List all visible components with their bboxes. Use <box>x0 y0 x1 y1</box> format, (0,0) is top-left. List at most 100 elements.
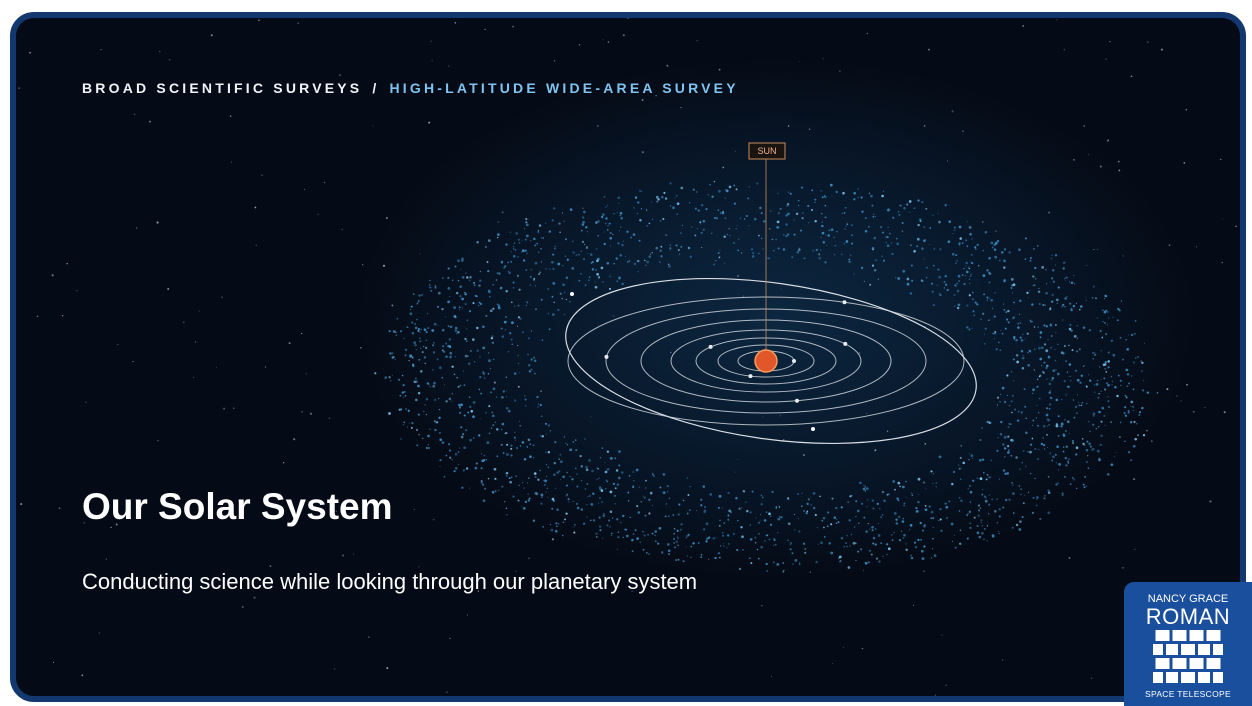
belt-particle <box>939 293 941 295</box>
belt-particle <box>1011 400 1013 402</box>
belt-particle <box>632 550 634 552</box>
belt-particle <box>1069 303 1071 305</box>
belt-particle <box>896 522 899 525</box>
belt-particle <box>892 217 894 219</box>
belt-particle <box>980 439 982 441</box>
belt-particle <box>608 520 610 522</box>
star <box>1176 395 1177 396</box>
belt-particle <box>719 495 722 498</box>
belt-particle <box>612 234 613 235</box>
belt-particle <box>432 385 435 388</box>
belt-particle <box>1051 335 1053 337</box>
belt-particle <box>436 421 438 423</box>
belt-particle <box>794 529 795 530</box>
star <box>1193 411 1195 413</box>
belt-particle <box>464 292 465 293</box>
belt-particle <box>546 464 547 465</box>
belt-particle <box>528 364 530 366</box>
belt-particle <box>1124 406 1126 408</box>
belt-particle <box>1051 460 1053 462</box>
belt-particle <box>834 516 837 519</box>
belt-particle <box>1104 415 1105 416</box>
star <box>642 151 644 153</box>
belt-particle <box>583 258 585 260</box>
belt-particle <box>1023 502 1025 504</box>
belt-particle <box>1098 426 1100 428</box>
belt-particle <box>1022 334 1024 336</box>
belt-particle <box>576 254 578 256</box>
belt-particle <box>1073 305 1075 307</box>
belt-particle <box>496 455 498 457</box>
belt-particle <box>905 543 906 544</box>
belt-particle <box>669 182 671 184</box>
belt-particle <box>917 501 919 503</box>
belt-particle <box>625 529 627 531</box>
belt-particle <box>402 375 403 376</box>
belt-particle <box>981 532 984 535</box>
belt-particle <box>1012 492 1015 495</box>
belt-particle <box>1076 446 1079 449</box>
belt-particle <box>1037 326 1039 328</box>
belt-particle <box>798 530 800 532</box>
belt-particle <box>977 477 979 479</box>
belt-particle <box>972 480 974 482</box>
star <box>211 34 213 36</box>
belt-particle <box>1056 399 1059 402</box>
belt-particle <box>1100 421 1102 423</box>
belt-particle <box>820 249 821 250</box>
belt-particle <box>881 255 882 256</box>
belt-particle <box>1000 394 1001 395</box>
belt-particle <box>1007 451 1010 454</box>
belt-particle <box>1120 421 1122 423</box>
belt-particle <box>994 248 996 250</box>
belt-particle <box>766 511 768 513</box>
belt-particle <box>980 319 981 320</box>
belt-particle <box>661 196 663 198</box>
belt-particle <box>535 285 536 286</box>
belt-particle <box>449 296 450 297</box>
belt-particle <box>780 516 782 518</box>
belt-particle <box>609 288 611 290</box>
belt-particle <box>741 507 742 508</box>
belt-particle <box>689 509 691 511</box>
belt-particle <box>641 208 642 209</box>
belt-particle <box>917 199 919 201</box>
belt-particle <box>945 204 947 206</box>
belt-particle <box>872 529 874 531</box>
belt-particle <box>933 265 935 267</box>
belt-particle <box>1037 458 1039 460</box>
belt-particle <box>1111 463 1114 466</box>
star <box>628 500 629 501</box>
belt-particle <box>1105 333 1107 335</box>
belt-particle <box>726 547 727 548</box>
belt-particle <box>985 500 988 503</box>
belt-particle <box>506 432 508 434</box>
belt-particle <box>970 527 972 529</box>
belt-particle <box>1038 449 1040 451</box>
belt-particle <box>542 339 544 341</box>
belt-particle <box>845 225 846 226</box>
belt-particle <box>625 256 626 257</box>
belt-particle <box>932 483 933 484</box>
belt-particle <box>994 338 995 339</box>
belt-particle <box>1055 454 1057 456</box>
belt-particle <box>389 352 391 354</box>
subtitle: Conducting science while looking through… <box>82 569 697 595</box>
belt-particle <box>679 254 680 255</box>
belt-particle <box>407 426 408 427</box>
belt-particle <box>593 519 595 521</box>
star <box>842 213 843 214</box>
belt-particle <box>749 557 751 559</box>
belt-particle <box>1024 495 1025 496</box>
belt-particle <box>497 237 498 238</box>
belt-particle <box>512 495 514 497</box>
belt-particle <box>872 216 874 218</box>
belt-particle <box>614 457 616 459</box>
belt-particle <box>1075 406 1077 408</box>
belt-particle <box>458 464 459 465</box>
belt-particle <box>795 559 798 562</box>
belt-particle <box>503 452 505 454</box>
belt-particle <box>911 557 914 560</box>
belt-particle <box>891 534 892 535</box>
belt-particle <box>1102 309 1104 311</box>
